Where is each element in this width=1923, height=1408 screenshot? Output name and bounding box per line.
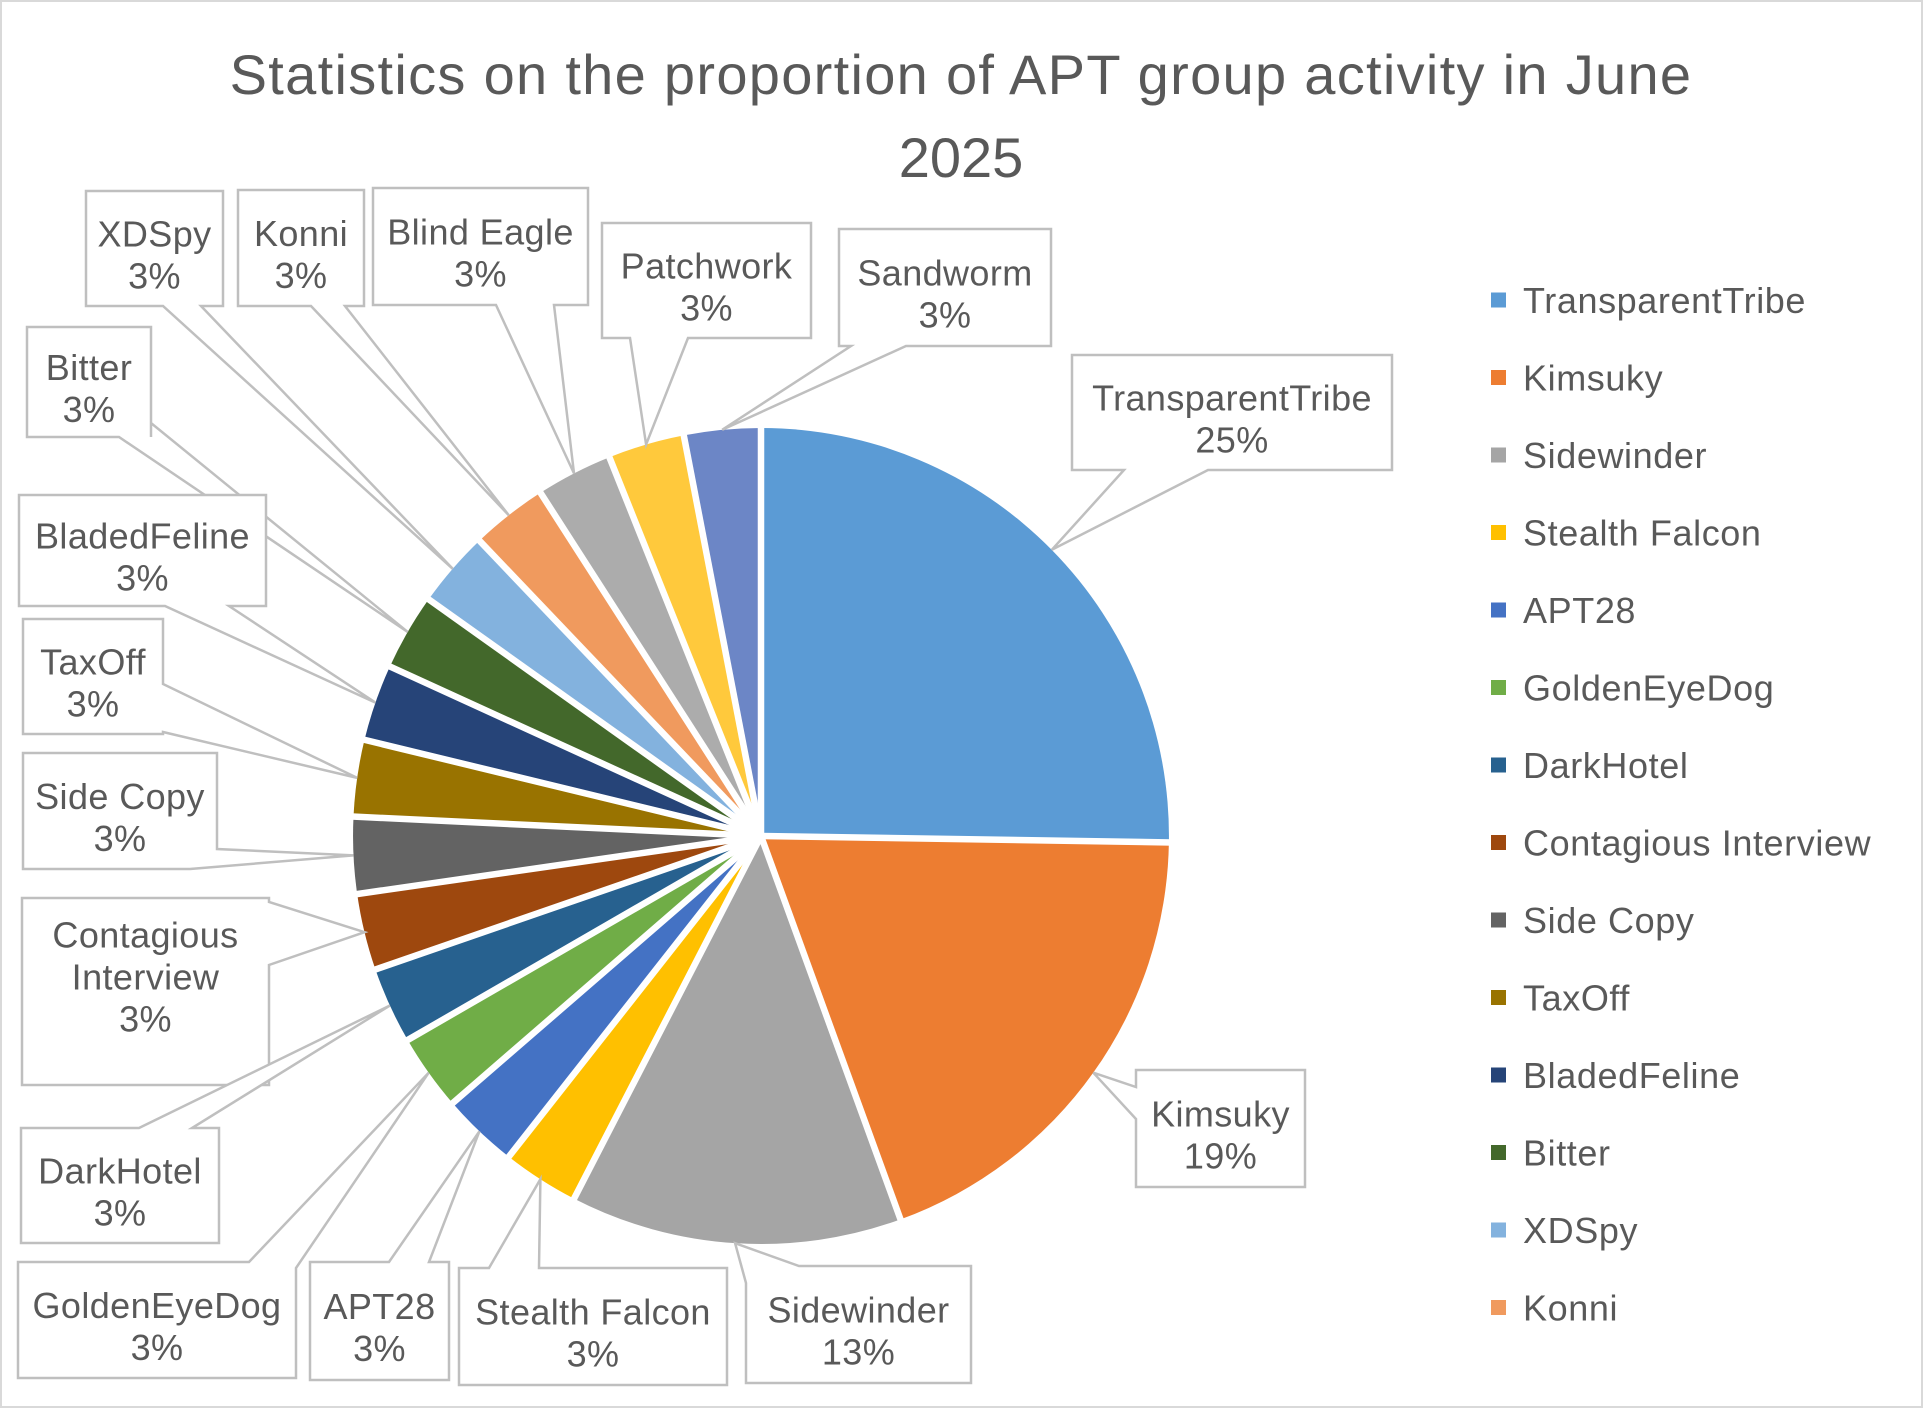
svg-text:APT28: APT28	[323, 1286, 435, 1327]
svg-text:2025: 2025	[899, 126, 1024, 189]
svg-text:Konni: Konni	[254, 213, 348, 254]
svg-text:3%: 3%	[94, 1193, 147, 1234]
svg-text:DarkHotel: DarkHotel	[1523, 745, 1688, 786]
svg-text:TaxOff: TaxOff	[1523, 978, 1630, 1019]
svg-text:Sidewinder: Sidewinder	[1523, 435, 1707, 476]
svg-text:3%: 3%	[94, 818, 147, 859]
svg-text:Contagious Interview: Contagious Interview	[1523, 823, 1872, 864]
svg-text:APT28: APT28	[1523, 590, 1636, 631]
svg-text:XDSpy: XDSpy	[1523, 1210, 1638, 1251]
svg-text:TransparentTribe: TransparentTribe	[1092, 378, 1372, 419]
svg-text:Stealth Falcon: Stealth Falcon	[1523, 513, 1762, 554]
svg-text:Konni: Konni	[1523, 1288, 1618, 1329]
svg-text:3%: 3%	[119, 999, 172, 1040]
svg-text:BladedFeline: BladedFeline	[1523, 1055, 1740, 1096]
svg-text:DarkHotel: DarkHotel	[38, 1151, 202, 1192]
svg-text:Bitter: Bitter	[46, 347, 132, 388]
svg-text:Statistics on the proportion o: Statistics on the proportion of APT grou…	[230, 43, 1693, 106]
svg-text:XDSpy: XDSpy	[97, 214, 211, 255]
svg-text:Kimsuky: Kimsuky	[1523, 358, 1663, 399]
svg-text:3%: 3%	[454, 254, 507, 295]
svg-text:BladedFeline: BladedFeline	[35, 516, 250, 557]
svg-text:Interview: Interview	[72, 957, 220, 998]
svg-text:GoldenEyeDog: GoldenEyeDog	[1523, 668, 1774, 709]
svg-text:Side Copy: Side Copy	[1523, 900, 1695, 941]
svg-text:3%: 3%	[353, 1328, 406, 1369]
svg-text:Contagious: Contagious	[52, 915, 238, 956]
svg-text:Side Copy: Side Copy	[35, 776, 205, 817]
svg-text:3%: 3%	[128, 256, 181, 297]
svg-text:Sandworm: Sandworm	[857, 253, 1032, 294]
svg-text:3%: 3%	[116, 558, 169, 599]
svg-text:3%: 3%	[919, 295, 972, 336]
svg-text:3%: 3%	[63, 389, 116, 430]
svg-text:3%: 3%	[67, 684, 120, 725]
svg-text:Blind Eagle: Blind Eagle	[387, 212, 574, 253]
svg-text:Stealth Falcon: Stealth Falcon	[475, 1292, 711, 1333]
svg-text:Patchwork: Patchwork	[621, 246, 793, 287]
svg-text:3%: 3%	[567, 1334, 620, 1375]
svg-text:GoldenEyeDog: GoldenEyeDog	[33, 1285, 282, 1326]
svg-text:Kimsuky: Kimsuky	[1151, 1094, 1290, 1135]
svg-text:Bitter: Bitter	[1523, 1133, 1611, 1174]
svg-text:19%: 19%	[1184, 1136, 1257, 1177]
svg-text:25%: 25%	[1195, 420, 1268, 461]
svg-text:3%: 3%	[680, 288, 733, 329]
svg-text:3%: 3%	[275, 255, 328, 296]
svg-text:TransparentTribe: TransparentTribe	[1523, 280, 1806, 321]
svg-text:Sidewinder: Sidewinder	[767, 1290, 949, 1331]
svg-text:TaxOff: TaxOff	[40, 642, 146, 683]
svg-text:13%: 13%	[822, 1332, 895, 1373]
svg-text:3%: 3%	[131, 1327, 184, 1368]
